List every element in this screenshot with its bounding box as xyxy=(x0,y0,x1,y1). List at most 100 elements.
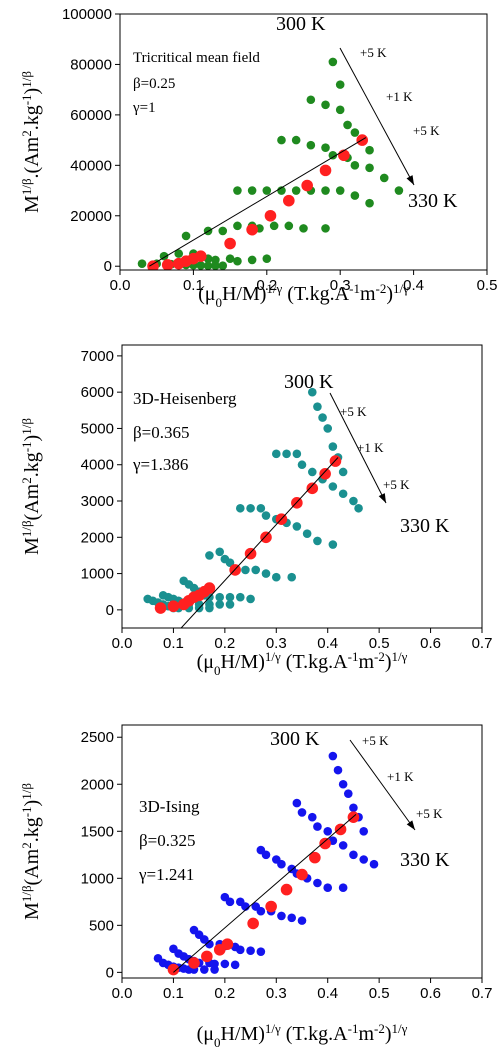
annotation: 300 K xyxy=(270,728,320,750)
y-axis-label-part: -1 xyxy=(19,806,34,817)
data-point xyxy=(218,226,228,236)
arrow-head xyxy=(406,175,414,185)
data-point xyxy=(307,812,317,822)
annotation: +1 K xyxy=(387,769,414,784)
data-point xyxy=(313,402,322,411)
x-axis-label-part: (T.kg.A xyxy=(282,283,349,305)
data-point xyxy=(328,540,338,549)
annotation: 330 K xyxy=(400,849,450,871)
annotation: +1 K xyxy=(386,89,413,104)
data-point xyxy=(354,503,363,513)
data-point xyxy=(137,259,147,268)
data-point xyxy=(225,254,235,263)
x-axis-label-part: 1/γ xyxy=(266,281,282,296)
plot-area xyxy=(137,57,404,270)
x-tick-label: 0.4 xyxy=(403,277,424,294)
y-axis-label-part: M xyxy=(21,195,43,213)
data-point xyxy=(233,186,242,195)
x-axis-label-part: H/M) xyxy=(222,283,266,305)
x-tick-label: 0.2 xyxy=(214,985,235,1002)
arrow-head xyxy=(406,820,415,830)
data-point xyxy=(335,80,345,89)
axes-frame xyxy=(121,724,483,979)
data-point xyxy=(174,249,184,258)
data-point xyxy=(261,511,271,520)
annotation: 330 K xyxy=(400,515,450,537)
data-point xyxy=(220,959,230,969)
x-tick-label: 0.1 xyxy=(163,635,184,652)
y-axis-label-part: M xyxy=(21,537,43,555)
x-axis-label-part: m xyxy=(358,651,374,673)
panel: 0.0 0.1 0.2 0.3 0.4 0.5 0.6 0.7 0 1000 2000 3000 400… xyxy=(19,344,492,678)
x-axis-label-part: (T.kg.A xyxy=(281,651,348,673)
data-point xyxy=(167,963,180,976)
data-point xyxy=(247,255,257,265)
data-point xyxy=(287,913,297,923)
data-point xyxy=(379,173,389,183)
y-axis-label-part: .kg xyxy=(21,452,43,477)
axes-frame xyxy=(119,13,488,271)
plot-area xyxy=(153,751,379,976)
y-axis-label-part: 1/β xyxy=(19,520,34,537)
data-point xyxy=(210,965,219,974)
x-axis-label-part: (μ xyxy=(197,651,214,673)
data-point xyxy=(271,449,281,459)
x-axis-label-part: 1/γ xyxy=(265,1021,281,1036)
annotation: +5 K xyxy=(413,123,440,138)
data-point xyxy=(271,572,281,582)
data-point xyxy=(225,897,235,907)
y-tick-label: 5000 xyxy=(81,420,114,437)
annotation: β=0.325 xyxy=(139,831,196,850)
annotation: +5 K xyxy=(416,806,443,821)
x-tick-label: 0.1 xyxy=(183,277,204,294)
y-axis-label-part: (Am xyxy=(21,483,43,520)
annotation: 330 K xyxy=(408,190,458,212)
y-axis-label: M1/β.(Am2.kg-1)1/β xyxy=(19,71,43,213)
y-tick-label: 100000 xyxy=(62,6,112,23)
annotation: 300 K xyxy=(276,13,326,35)
x-axis-label-part: m xyxy=(360,283,376,305)
x-axis-label-part: 1/γ xyxy=(392,1021,408,1036)
x-axis-label-part: -2 xyxy=(374,1021,385,1036)
y-axis-label-part: 1/β xyxy=(19,885,34,902)
y-axis-label-part: 1/β xyxy=(19,71,34,88)
annotation: γ=1.241 xyxy=(138,865,194,884)
data-point xyxy=(349,803,358,813)
data-point xyxy=(225,558,235,567)
data-point xyxy=(338,779,348,789)
data-point xyxy=(321,186,330,195)
y-axis-label-part: ) xyxy=(21,435,43,442)
x-axis-label-part: H/M) xyxy=(220,1023,264,1045)
arrow-head xyxy=(378,493,386,503)
data-point xyxy=(224,237,236,250)
data-point xyxy=(350,128,360,137)
data-point xyxy=(297,916,307,925)
data-point xyxy=(256,947,266,956)
x-axis-label-part: 0 xyxy=(214,1035,221,1050)
data-point xyxy=(211,261,220,270)
data-point xyxy=(262,186,272,195)
arrow-line xyxy=(339,47,415,186)
data-point xyxy=(333,765,343,775)
data-point xyxy=(261,569,271,578)
data-point xyxy=(307,467,317,477)
data-point xyxy=(292,522,302,531)
data-point xyxy=(203,582,216,594)
data-point xyxy=(319,468,331,480)
data-point xyxy=(394,186,404,195)
x-tick-label: 0.2 xyxy=(256,277,277,294)
data-point xyxy=(203,261,213,270)
data-point xyxy=(297,808,307,817)
y-axis-label-part: 2 xyxy=(19,477,34,484)
x-tick-label: 0.3 xyxy=(330,277,351,294)
data-point xyxy=(338,467,348,477)
data-point xyxy=(233,221,242,231)
y-axis-label-part: .(Am xyxy=(21,136,43,178)
data-point xyxy=(335,105,345,115)
x-tick-label: 0.3 xyxy=(266,635,287,652)
data-point xyxy=(369,859,379,869)
y-axis-label-part: (Am xyxy=(21,848,43,885)
data-point xyxy=(277,135,286,145)
data-point xyxy=(335,186,345,195)
y-tick-label: 7000 xyxy=(81,348,114,365)
